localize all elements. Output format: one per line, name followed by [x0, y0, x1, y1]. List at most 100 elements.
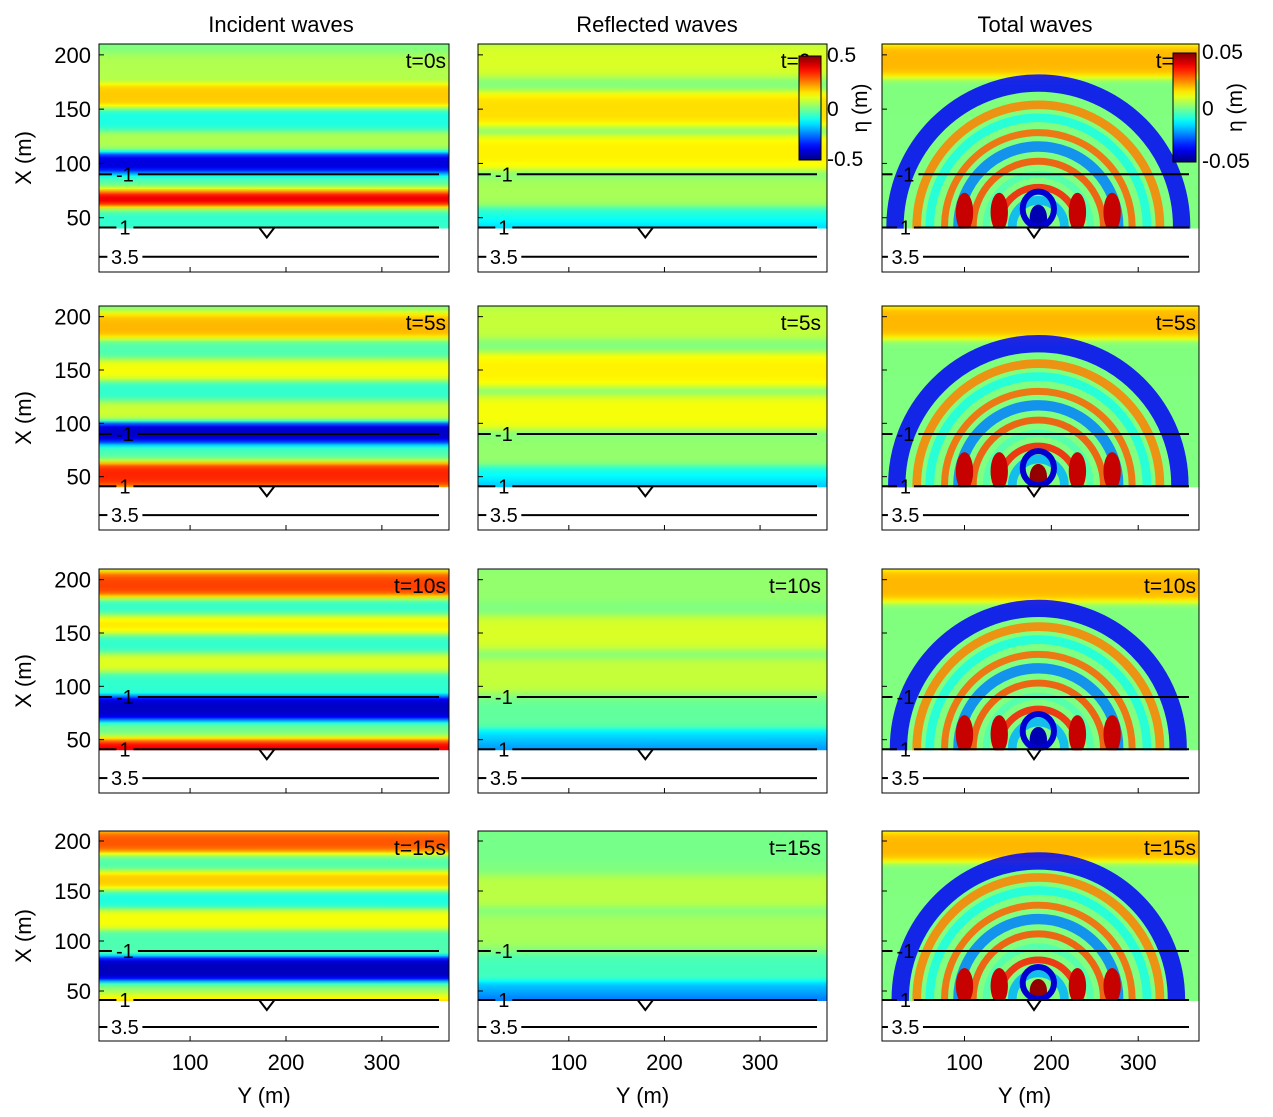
depth-contour-label: 3.5: [490, 1017, 518, 1039]
wave-ring: [1007, 454, 1069, 488]
wave-ring: [925, 113, 1152, 229]
outlet-notch: [258, 748, 276, 761]
red-lobe: [1103, 968, 1121, 1001]
incident-band-fill: [99, 44, 449, 229]
time-label: t=5s: [406, 312, 446, 335]
colorbar-scale: [798, 55, 822, 161]
y-tick-label: 50: [67, 465, 91, 490]
x-tick-label: 300: [364, 1050, 401, 1075]
panel-r2-reflected-waves: -1 1 3.5 t=5s: [477, 305, 828, 531]
red-lobe: [955, 192, 974, 229]
depth-contour-label: 1: [498, 217, 509, 239]
y-tick-label: 150: [54, 621, 91, 646]
axes-frame: [477, 830, 828, 1042]
axes-frame: [881, 43, 1200, 273]
wave-ring: [969, 157, 1107, 229]
time-label: t=10s: [769, 575, 821, 598]
red-lobe: [1103, 192, 1121, 229]
y-tick-label: 50: [67, 206, 91, 231]
y-tick-label: 100: [54, 151, 91, 176]
depth-contour-label: 1: [900, 217, 911, 239]
red-lobe: [955, 715, 974, 751]
colorbar-tick-label: 0: [1202, 98, 1214, 121]
wave-ring: [953, 663, 1124, 751]
axes-frame: [477, 305, 828, 531]
center-ring: [1019, 711, 1057, 751]
depth-contour-label: 1: [498, 739, 509, 761]
outlet-notch: [636, 748, 654, 761]
panel-r2-incident-waves: -1 1 3.5 50 100 150 200 t=5s X (m): [11, 305, 450, 531]
red-lobe: [990, 192, 1008, 229]
depth-contour-label: 1: [498, 476, 509, 498]
axes-frame: [98, 305, 450, 531]
colorbar-label: η (m): [1224, 83, 1247, 132]
x-tick-label: 300: [742, 1050, 779, 1075]
outlet-notch: [1026, 748, 1042, 762]
time-label: t=15s: [769, 837, 821, 860]
outlet-notch: [636, 485, 654, 498]
depth-contour-label: -1: [897, 164, 915, 186]
y-axis-label: X (m): [11, 131, 36, 185]
red-lobe: [1103, 715, 1121, 751]
center-ring: [1019, 448, 1057, 488]
y-tick-label: 200: [54, 568, 91, 593]
y-tick-label: 150: [54, 879, 91, 904]
column-title: Total waves: [978, 12, 1093, 37]
wave-ring: [888, 334, 1189, 488]
depth-contour-label: 3.5: [111, 768, 139, 790]
depth-contour-label: 3.5: [892, 247, 920, 269]
y-tick-label: 150: [54, 358, 91, 383]
axes-frame: [98, 830, 450, 1042]
panel-r1-total-waves: -113.5t=0s: [881, 43, 1200, 273]
colorbar-label: η (m): [849, 84, 872, 133]
depth-contour-label: -1: [116, 687, 134, 709]
column-title: Reflected waves: [576, 12, 737, 37]
wave-ring: [1007, 717, 1069, 751]
x-axis-label: Y (m): [237, 1083, 290, 1108]
time-label: t=0s: [406, 50, 446, 73]
wave-field: [478, 44, 827, 229]
incident-band-fill: [99, 831, 449, 1001]
wave-ring: [953, 141, 1124, 229]
depth-contour-label: 1: [119, 217, 130, 239]
axes-frame: [98, 568, 450, 794]
colorbar-scale: [1172, 52, 1197, 163]
depth-contour-label: 1: [119, 476, 130, 498]
wave-field: [882, 306, 1199, 488]
depth-contour-label: -1: [495, 941, 513, 963]
reflected-field-fill: [478, 569, 827, 751]
red-lobe: [1068, 968, 1087, 1001]
outlet-notch: [1026, 485, 1042, 499]
red-lobe: [1068, 452, 1087, 488]
depth-contour-label: 3.5: [111, 247, 139, 269]
red-lobe: [1103, 452, 1121, 488]
wave-field: [882, 569, 1199, 751]
depth-contour-label: -1: [495, 164, 513, 186]
time-label: t=15s: [1144, 837, 1196, 860]
column-title: Incident waves: [208, 12, 354, 37]
red-lobe: [955, 968, 974, 1001]
panel-r4-incident-waves: -1 1 3.5 100 200 300 50 100 150 200 t=15s X (m) Y (m…: [11, 829, 450, 1108]
wave-field: [99, 569, 449, 751]
colorbar-tick-label: -0.05: [1202, 150, 1250, 173]
reflected-field-fill: [478, 44, 827, 229]
reflected-field-fill: [478, 831, 827, 1001]
wave-field: [99, 831, 449, 1001]
depth-contour-label: -1: [897, 687, 915, 709]
outlet-notch: [636, 999, 654, 1012]
panel-r4-total-waves: -1 1 3.5 100 200 300 t=15s Y (m): [881, 830, 1200, 1108]
wave-field: [478, 306, 827, 488]
y-tick-label: 200: [54, 43, 91, 68]
depth-contour-label: -1: [116, 424, 134, 446]
y-tick-label: 200: [54, 305, 91, 330]
colorbar-1: 0.5 0 -0.5 η (m): [798, 44, 872, 171]
outlet-notch: [258, 485, 276, 498]
axes-frame: [98, 43, 450, 273]
x-tick-label: 200: [1033, 1050, 1070, 1075]
panel-r3-reflected-waves: -1 1 3.5 t=10s: [477, 568, 828, 794]
depth-contour-label: 1: [119, 990, 130, 1012]
incident-band-fill: [99, 569, 449, 751]
time-label: t=5s: [1156, 312, 1196, 335]
panel-r1-reflected-waves: -113.5t=0s: [477, 43, 828, 273]
depth-contour-label: -1: [495, 687, 513, 709]
